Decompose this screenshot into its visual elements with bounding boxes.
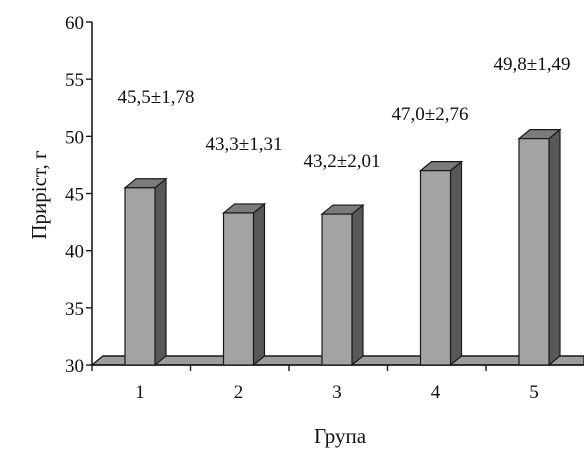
x-tick-label: 3 xyxy=(332,382,342,403)
bar-front xyxy=(222,212,255,366)
bar xyxy=(517,128,562,367)
y-axis-title: Приріст, г xyxy=(27,150,51,240)
bars xyxy=(123,128,562,367)
y-tick-label: 50 xyxy=(65,127,84,148)
y-tick-label: 30 xyxy=(65,356,84,377)
y-tick-label: 55 xyxy=(65,70,84,91)
bar-front xyxy=(321,213,353,366)
bar xyxy=(418,160,464,367)
bar-front xyxy=(419,170,452,366)
y-tick-label: 45 xyxy=(65,185,84,206)
y-tick-label: 40 xyxy=(65,242,84,263)
x-axis-title: Група xyxy=(314,424,367,448)
x-tick-label: 1 xyxy=(135,382,145,403)
bar-front xyxy=(518,138,550,366)
x-tick-label: 2 xyxy=(234,382,244,403)
data-label: 49,8±1,49 xyxy=(494,54,571,75)
y-tick-label: 35 xyxy=(65,299,84,320)
bar xyxy=(221,202,267,367)
bar-front xyxy=(124,187,156,366)
x-tick-label: 4 xyxy=(431,382,441,403)
x-tick-label: 5 xyxy=(529,382,539,403)
bar-side xyxy=(449,160,463,367)
bar-side xyxy=(351,203,364,367)
bar xyxy=(320,203,365,367)
data-label: 45,5±1,78 xyxy=(118,87,195,108)
bar-side xyxy=(252,202,266,367)
y-tick-label: 60 xyxy=(65,13,84,34)
bar xyxy=(123,177,168,367)
bar-side xyxy=(154,177,167,367)
data-label: 43,2±2,01 xyxy=(304,151,381,172)
data-labels: 45,5±1,78 43,3±1,31 43,2±2,01 47,0±2,76 49,8… xyxy=(118,54,571,172)
data-label: 43,3±1,31 xyxy=(206,134,283,155)
bar-side xyxy=(548,128,561,367)
data-label: 47,0±2,76 xyxy=(392,104,469,125)
